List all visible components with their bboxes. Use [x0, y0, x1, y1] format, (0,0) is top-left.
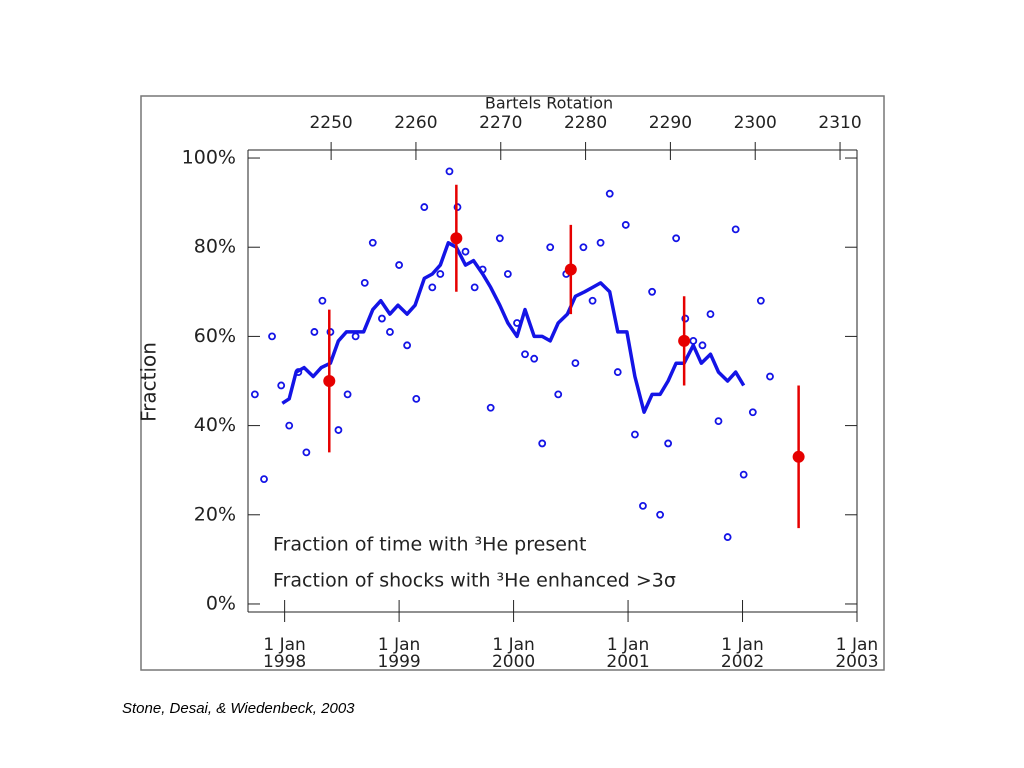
y-tick-label: 100%: [182, 147, 236, 169]
top-tick-label: 2270: [479, 113, 522, 133]
x-tick-label: 1 Jan 1998: [262, 635, 307, 672]
top-tick-label: 2290: [649, 113, 692, 133]
marker: [277, 381, 286, 390]
marker: [360, 278, 369, 287]
marker: [268, 332, 276, 341]
marker: [639, 501, 647, 510]
marker: [748, 408, 757, 417]
marker: [656, 510, 665, 519]
marker: [285, 421, 294, 430]
marker: [530, 354, 539, 363]
x-tick-label: 1 Jan 2001: [606, 635, 650, 672]
line: [281, 241, 746, 414]
marker: [621, 221, 630, 229]
marker: [461, 247, 470, 256]
y-tick-label: 80%: [194, 236, 236, 258]
marker: [386, 328, 394, 336]
point: [450, 232, 463, 245]
marker: [538, 439, 547, 448]
marker: [343, 390, 352, 399]
y-axis-title: Fraction: [137, 342, 161, 422]
marker: [334, 426, 343, 434]
top-tick-label: 2260: [394, 113, 437, 133]
point: [792, 450, 805, 463]
marker: [698, 341, 707, 350]
frame: [140, 95, 885, 671]
y-tick-label: 20%: [194, 503, 236, 525]
marker: [723, 533, 732, 541]
marker: [403, 341, 412, 350]
top-axis-title: Bartels Rotation: [485, 94, 613, 113]
marker: [260, 475, 268, 484]
marker: [368, 238, 377, 247]
marker: [613, 368, 622, 376]
marker: [739, 470, 748, 479]
marker: [731, 225, 740, 234]
marker: [631, 430, 639, 439]
marker: [428, 283, 437, 292]
marker: [470, 283, 479, 292]
marker: [310, 328, 319, 336]
y-tick-label: 0%: [206, 592, 236, 614]
marker: [648, 287, 656, 296]
x-tick-label: 1 Jan 2002: [720, 635, 765, 672]
marker: [546, 243, 555, 252]
marker: [554, 390, 563, 399]
x-tick-label: 1 Jan 2003: [835, 635, 879, 672]
top-tick-label: 2250: [309, 113, 352, 133]
marker: [395, 261, 404, 269]
top-tick-label: 2280: [564, 113, 607, 133]
marker: [521, 350, 529, 359]
point: [323, 375, 336, 387]
y-tick-label: 40%: [194, 414, 236, 436]
point: [678, 334, 691, 347]
marker: [250, 390, 259, 399]
marker: [689, 336, 698, 345]
legend-entry: Fraction of shocks with ³He enhanced >3σ: [273, 570, 676, 592]
marker: [756, 296, 765, 305]
marker: [714, 417, 723, 426]
marker: [318, 296, 327, 305]
marker: [436, 270, 445, 278]
y-tick-label: 60%: [194, 325, 236, 347]
marker: [672, 234, 681, 243]
legend-entry: Fraction of time with ³He present: [273, 534, 586, 556]
marker: [588, 296, 597, 305]
marker: [351, 332, 360, 341]
marker: [596, 238, 605, 247]
marker: [571, 359, 580, 368]
top-tick-label: 2300: [734, 113, 777, 133]
marker: [766, 372, 774, 381]
marker: [706, 310, 715, 319]
marker: [605, 189, 614, 198]
marker: [486, 403, 495, 412]
marker: [664, 439, 673, 448]
marker: [495, 234, 504, 243]
marker: [445, 167, 454, 176]
marker: [412, 394, 421, 403]
marker: [378, 314, 386, 323]
marker: [420, 203, 429, 211]
x-tick-label: 1 Jan 1999: [377, 635, 421, 672]
footer: Stone, Desai, & Wiedenbeck, 2003: [122, 700, 355, 717]
marker: [302, 448, 311, 457]
x-tick-label: 1 Jan 2000: [491, 635, 536, 672]
marker: [503, 270, 512, 278]
marker: [579, 243, 588, 252]
point: [564, 263, 577, 276]
top-tick-label: 2310: [818, 113, 861, 133]
